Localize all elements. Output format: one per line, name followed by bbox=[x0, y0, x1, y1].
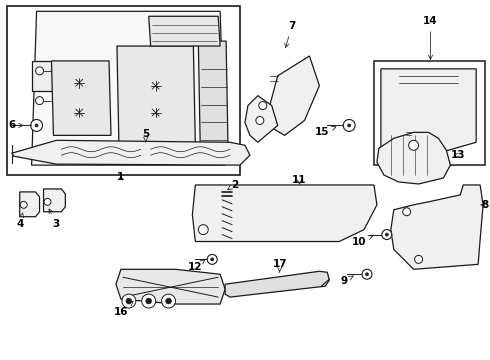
FancyBboxPatch shape bbox=[374, 61, 485, 165]
Circle shape bbox=[211, 258, 214, 261]
Circle shape bbox=[348, 124, 351, 127]
Circle shape bbox=[146, 298, 152, 304]
Circle shape bbox=[20, 201, 27, 208]
Polygon shape bbox=[381, 69, 476, 160]
Circle shape bbox=[142, 294, 156, 308]
Polygon shape bbox=[116, 269, 225, 304]
Polygon shape bbox=[391, 185, 483, 269]
Polygon shape bbox=[44, 189, 65, 212]
Text: 6: 6 bbox=[8, 121, 23, 130]
Polygon shape bbox=[32, 61, 56, 91]
Circle shape bbox=[36, 67, 44, 75]
Circle shape bbox=[166, 298, 171, 304]
Circle shape bbox=[415, 255, 422, 264]
Circle shape bbox=[36, 96, 44, 105]
Text: 7: 7 bbox=[285, 21, 295, 48]
Polygon shape bbox=[32, 11, 225, 165]
Text: 12: 12 bbox=[188, 260, 205, 272]
Circle shape bbox=[343, 120, 355, 131]
Polygon shape bbox=[117, 46, 196, 145]
Polygon shape bbox=[20, 192, 40, 217]
Circle shape bbox=[366, 273, 368, 276]
Circle shape bbox=[122, 294, 136, 308]
Polygon shape bbox=[193, 185, 377, 242]
Polygon shape bbox=[51, 61, 111, 135]
Polygon shape bbox=[148, 16, 220, 46]
Polygon shape bbox=[265, 56, 319, 135]
Polygon shape bbox=[12, 140, 250, 165]
Circle shape bbox=[259, 102, 267, 109]
Circle shape bbox=[409, 140, 418, 150]
Circle shape bbox=[385, 233, 389, 236]
Circle shape bbox=[256, 117, 264, 125]
Polygon shape bbox=[377, 132, 450, 184]
Text: 5: 5 bbox=[142, 129, 149, 142]
Text: 13: 13 bbox=[451, 150, 466, 160]
Text: 15: 15 bbox=[315, 126, 336, 138]
Text: 10: 10 bbox=[352, 235, 372, 247]
Circle shape bbox=[362, 269, 372, 279]
Text: 3: 3 bbox=[49, 209, 60, 229]
Text: 14: 14 bbox=[423, 16, 438, 59]
Circle shape bbox=[126, 298, 132, 304]
Circle shape bbox=[403, 208, 411, 216]
Polygon shape bbox=[245, 96, 278, 142]
Circle shape bbox=[198, 225, 208, 235]
Circle shape bbox=[35, 124, 38, 127]
Polygon shape bbox=[198, 41, 228, 150]
Circle shape bbox=[30, 120, 43, 131]
Text: 2: 2 bbox=[228, 180, 239, 190]
Text: 4: 4 bbox=[16, 213, 24, 229]
Text: 11: 11 bbox=[292, 175, 307, 185]
Text: 17: 17 bbox=[272, 259, 287, 272]
Circle shape bbox=[44, 198, 51, 205]
Text: 16: 16 bbox=[114, 301, 133, 317]
FancyBboxPatch shape bbox=[7, 6, 240, 175]
Polygon shape bbox=[225, 271, 329, 297]
Text: 8: 8 bbox=[481, 200, 489, 210]
Circle shape bbox=[382, 230, 392, 239]
Circle shape bbox=[162, 294, 175, 308]
Text: 1: 1 bbox=[117, 172, 124, 182]
Text: 9: 9 bbox=[341, 276, 353, 286]
Circle shape bbox=[207, 255, 217, 264]
